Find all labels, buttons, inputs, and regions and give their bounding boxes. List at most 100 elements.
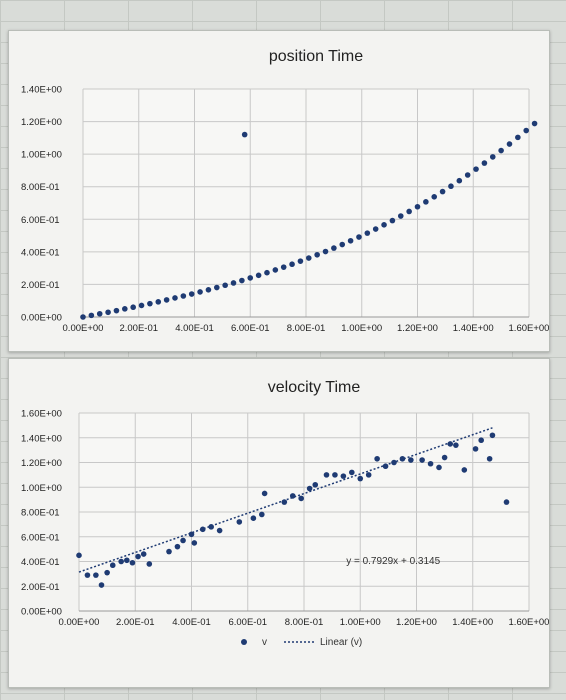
data-point bbox=[382, 463, 389, 470]
data-point bbox=[205, 287, 212, 293]
data-point bbox=[306, 485, 313, 492]
data-point bbox=[166, 548, 172, 555]
data-point bbox=[365, 472, 372, 478]
data-point bbox=[427, 460, 434, 467]
y-tick-label: 1.60E+00 bbox=[21, 409, 62, 420]
data-point bbox=[289, 493, 296, 499]
data-point bbox=[280, 264, 287, 270]
data-point bbox=[436, 464, 442, 471]
data-point bbox=[419, 457, 425, 463]
data-point bbox=[414, 203, 421, 210]
data-point bbox=[88, 312, 95, 319]
data-point bbox=[140, 551, 147, 557]
y-tick-label: 0.00E+00 bbox=[21, 313, 62, 324]
x-tick-label: 8.00E-01 bbox=[285, 617, 324, 628]
data-point bbox=[489, 432, 496, 439]
data-point bbox=[146, 561, 153, 567]
data-point bbox=[76, 552, 82, 559]
chart-title: velocity Time bbox=[268, 379, 361, 396]
position-time-plot: position Time 0.00E+00 2.00E-01 4.00E-01 6.0… bbox=[21, 48, 549, 334]
data-point bbox=[214, 284, 220, 291]
data-point bbox=[259, 511, 265, 518]
data-point bbox=[478, 437, 484, 444]
data-point bbox=[408, 457, 414, 463]
data-point bbox=[322, 248, 329, 255]
data-point bbox=[332, 472, 338, 478]
data-point bbox=[122, 306, 128, 312]
x-tick-label: 1.00E+00 bbox=[341, 323, 382, 334]
chart-title: position Time bbox=[269, 48, 363, 65]
x-tick-label: 1.60E+00 bbox=[509, 617, 549, 628]
y-tick-label: 4.00E-01 bbox=[21, 557, 60, 568]
data-point bbox=[216, 527, 223, 534]
data-point bbox=[174, 543, 181, 550]
data-point bbox=[441, 454, 448, 461]
data-point bbox=[98, 582, 105, 588]
data-point bbox=[261, 490, 268, 497]
position-time-chart[interactable]: position Time 0.00E+00 2.00E-01 4.00E-01 6.0… bbox=[8, 30, 550, 352]
x-tick-label: 1.40E+00 bbox=[453, 323, 494, 334]
x-tick-label: 2.00E-01 bbox=[119, 323, 158, 334]
velocity-time-plot: velocity Time 0.00E+00 2.00E-01 4.00E-01 6.0… bbox=[21, 379, 549, 648]
y-tick-label: 1.20E+00 bbox=[21, 458, 62, 469]
data-point bbox=[431, 194, 438, 200]
data-point bbox=[163, 297, 170, 303]
velocity-time-chart[interactable]: velocity Time 0.00E+00 2.00E-01 4.00E-01 6.0… bbox=[8, 358, 550, 688]
data-point bbox=[531, 120, 538, 127]
data-point bbox=[239, 277, 245, 284]
data-point bbox=[250, 515, 257, 521]
data-point bbox=[314, 251, 320, 258]
x-tick-label: 1.20E+00 bbox=[396, 617, 437, 628]
data-point bbox=[423, 199, 429, 205]
data-point bbox=[208, 524, 214, 530]
data-point bbox=[236, 519, 243, 525]
y-tick-label: 1.00E+00 bbox=[21, 483, 62, 494]
data-point bbox=[247, 275, 254, 281]
data-point bbox=[188, 291, 195, 297]
x-tick-label: 1.00E+00 bbox=[340, 617, 381, 628]
data-point bbox=[464, 172, 471, 178]
data-point bbox=[104, 569, 110, 576]
data-point bbox=[155, 299, 162, 305]
data-point bbox=[349, 469, 355, 476]
data-point bbox=[289, 261, 295, 268]
data-point bbox=[391, 459, 397, 466]
data-point bbox=[297, 258, 304, 264]
x-tick-label: 6.00E-01 bbox=[231, 323, 270, 334]
data-point bbox=[147, 300, 153, 307]
data-point bbox=[486, 455, 493, 462]
legend-label-v: v bbox=[262, 637, 267, 648]
data-point bbox=[389, 217, 396, 224]
x-tick-label: 2.00E-01 bbox=[116, 617, 155, 628]
y-tick-label: 4.00E-01 bbox=[21, 247, 60, 258]
data-point bbox=[255, 272, 262, 279]
data-point bbox=[447, 441, 454, 447]
x-tick-label: 0.00E+00 bbox=[59, 617, 100, 628]
data-point bbox=[129, 559, 136, 566]
data-point bbox=[397, 213, 404, 219]
data-point bbox=[331, 245, 337, 251]
data-point bbox=[323, 472, 330, 478]
data-point bbox=[489, 154, 496, 160]
data-point bbox=[357, 475, 364, 482]
data-point bbox=[199, 526, 206, 533]
y-tick-label: 0.00E+00 bbox=[21, 607, 62, 618]
legend-label-linear: Linear (v) bbox=[320, 637, 362, 648]
data-point bbox=[448, 183, 454, 190]
data-point bbox=[230, 280, 237, 286]
data-point bbox=[191, 540, 198, 546]
data-point bbox=[472, 446, 479, 452]
data-point bbox=[339, 241, 346, 248]
y-tick-label: 1.20E+00 bbox=[21, 117, 62, 128]
data-point bbox=[281, 499, 288, 505]
x-tick-label: 4.00E-01 bbox=[175, 323, 214, 334]
data-point bbox=[188, 531, 195, 538]
data-point bbox=[503, 499, 510, 505]
x-tick-label: 1.40E+00 bbox=[452, 617, 493, 628]
data-point bbox=[135, 553, 141, 560]
data-point bbox=[523, 127, 530, 134]
data-point bbox=[272, 267, 279, 273]
x-tick-label: 6.00E-01 bbox=[228, 617, 267, 628]
data-point bbox=[372, 226, 379, 232]
data-point bbox=[138, 302, 145, 309]
